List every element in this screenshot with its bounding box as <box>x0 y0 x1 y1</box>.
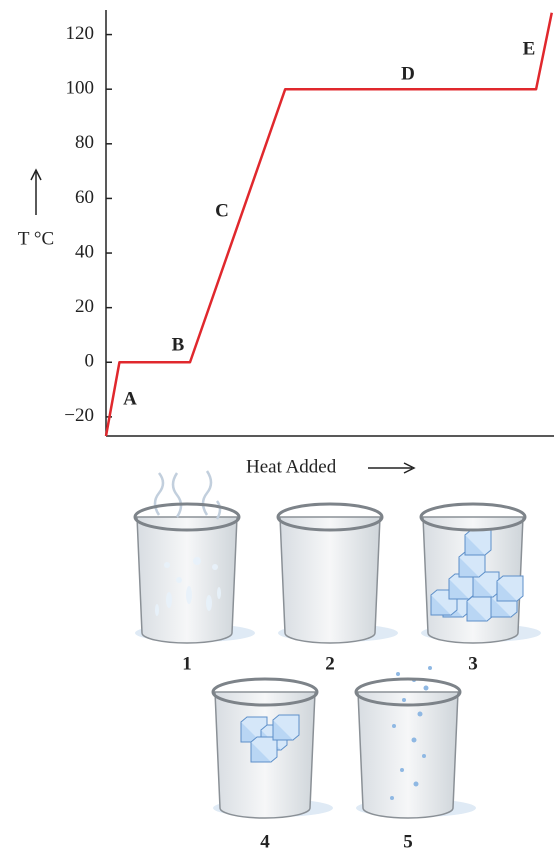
plot: −20 0 20 40 60 80 100 120 A B C D E <box>64 12 553 437</box>
y-tick-label: 0 <box>85 351 95 372</box>
beaker-4 <box>211 677 334 819</box>
beaker-2 <box>276 502 399 644</box>
y-axis-label: T °C <box>18 228 54 249</box>
beaker-label: 5 <box>403 831 413 852</box>
segment-label: E <box>523 38 536 59</box>
beaker-3 <box>419 502 542 644</box>
y-arrow-head <box>30 168 42 181</box>
beaker-5 <box>354 666 477 819</box>
y-tick-label: 60 <box>75 187 94 208</box>
beaker-label: 1 <box>182 653 192 674</box>
y-tick-label: −20 <box>64 405 94 426</box>
x-axis-label: Heat Added <box>246 456 337 477</box>
y-tick-label: 120 <box>66 23 95 44</box>
beaker-label: 4 <box>260 831 270 852</box>
beaker-1 <box>133 470 256 644</box>
y-tick-label: 100 <box>66 78 95 99</box>
y-tick-label: 20 <box>75 296 94 317</box>
beaker-label: 3 <box>468 653 478 674</box>
y-tick-label: 80 <box>75 132 94 153</box>
segment-label: C <box>215 200 229 221</box>
heating-curve <box>104 12 553 437</box>
y-tick-label: 40 <box>75 241 94 262</box>
segment-label: D <box>401 63 415 84</box>
segment-label: B <box>172 334 185 355</box>
x-arrow-head <box>403 462 416 474</box>
beaker-label: 2 <box>325 653 335 674</box>
segment-label: A <box>123 388 137 409</box>
